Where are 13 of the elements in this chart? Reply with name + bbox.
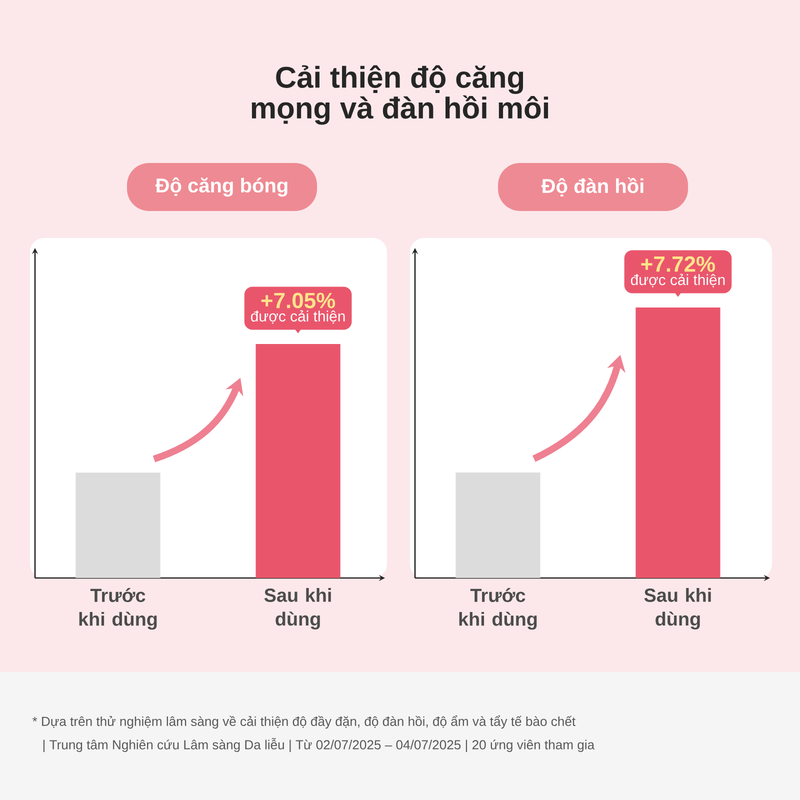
annotation: +7.05% [261,292,336,308]
text: * Dựa trên thử nghiệm lâm sàng về cải thiện độ đầy đặn, độ đàn hồi, độ ẩm và tẩy tế bào chết [32,715,576,729]
x-tick-label: Trước khi dùng [79,588,157,630]
annotation: +7.72% [641,256,715,272]
chart-title: Cải thiện độ căng mọng và đàn hồi môi [252,65,548,125]
chart-subtitle: Độ đàn hồi [541,178,644,196]
x-tick-label: Sau khi dùng [644,588,711,630]
chart-subtitle: Độ căng bóng [155,177,288,197]
text: | Trung tâm Nghiên cứu Lâm sàng Da liễu | Từ 02/07/2025 – 04/07/2025 | 20 ứng viên tham gia [43,738,595,752]
annotation: được cải thiện [251,310,345,324]
x-tick-label: Sau khi dùng [264,588,331,630]
annotation: được cải thiện [630,274,725,288]
x-tick-label: Trước khi dùng [459,588,537,630]
